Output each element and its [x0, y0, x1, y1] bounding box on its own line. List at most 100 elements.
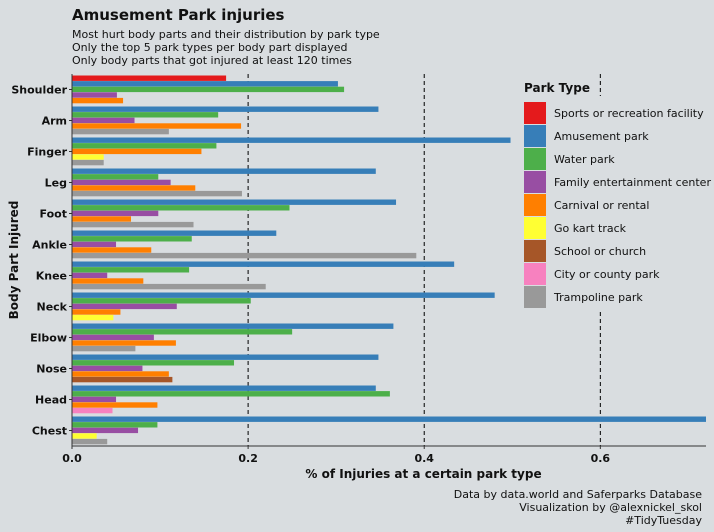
caption-line-1: Data by data.world and Saferparks Databa…: [453, 488, 702, 501]
bar-leg-water-park: [72, 174, 159, 180]
bar-neck-family-entertainment-center: [72, 303, 177, 310]
y-tick-label-neck: Neck: [36, 301, 67, 314]
bar-foot-carnival-or-rental: [72, 216, 131, 222]
bar-neck-carnival-or-rental: [72, 309, 121, 315]
legend-label-trampoline-park: Trampoline park: [553, 291, 643, 304]
bar-leg-trampoline-park: [72, 190, 242, 197]
bar-elbow-amusement-park: [72, 323, 394, 329]
legend-swatch-water-park: [524, 148, 546, 170]
bar-elbow-carnival-or-rental: [72, 340, 176, 346]
legend-label-amusement-park: Amusement park: [554, 130, 649, 143]
legend-swatch-sports-or-recreation-facility: [524, 102, 546, 124]
bar-nose-carnival-or-rental: [72, 371, 169, 377]
bar-knee-family-entertainment-center: [72, 272, 108, 279]
bar-nose-water-park: [72, 360, 235, 366]
bar-finger-carnival-or-rental: [72, 148, 202, 155]
x-axis-title: % of Injuries at a certain park type: [305, 467, 541, 481]
chart-subtitle-line-2: Only the top 5 park types per body part …: [72, 41, 348, 54]
bar-neck-amusement-park: [72, 292, 495, 298]
bar-knee-amusement-park: [72, 261, 455, 267]
y-tick-label-ankle: Ankle: [32, 239, 67, 252]
bar-elbow-trampoline-park: [72, 345, 136, 352]
bar-finger-trampoline-park: [72, 159, 104, 166]
chart-title: Amusement Park injuries: [72, 6, 285, 24]
bar-leg-amusement-park: [72, 168, 376, 174]
bar-neck-go-kart-track: [72, 314, 114, 321]
legend-background: [518, 96, 706, 310]
bar-finger-water-park: [72, 143, 217, 149]
bar-head-water-park: [72, 391, 390, 397]
y-tick-label-foot: Foot: [40, 208, 67, 221]
bar-chest-family-entertainment-center: [72, 427, 139, 434]
bar-nose-amusement-park: [72, 354, 379, 360]
chart-subtitle-line-3: Only body parts that got injured at leas…: [72, 54, 352, 67]
legend-swatch-school-or-church: [524, 240, 546, 262]
bar-head-family-entertainment-center: [72, 396, 117, 403]
bar-neck-water-park: [72, 298, 251, 304]
x-tick-label-0: 0.0: [62, 452, 82, 465]
bar-ankle-family-entertainment-center: [72, 241, 117, 248]
bar-nose-school-or-church: [72, 376, 173, 383]
y-tick-label-finger: Finger: [27, 146, 67, 159]
y-tick-label-nose: Nose: [36, 363, 67, 376]
bar-foot-water-park: [72, 205, 290, 211]
legend-swatch-carnival-or-rental: [524, 194, 546, 216]
bar-ankle-trampoline-park: [72, 252, 417, 259]
legend-title: Park Type: [524, 81, 590, 95]
caption-line-2: Visualization by @alexnickel_skol: [519, 501, 702, 514]
bar-knee-carnival-or-rental: [72, 278, 144, 284]
bar-head-carnival-or-rental: [72, 402, 158, 408]
bar-chest-water-park: [72, 422, 158, 428]
x-tick-label-1: 0.2: [238, 452, 258, 465]
bar-chest-go-kart-track: [72, 433, 97, 439]
bar-leg-carnival-or-rental: [72, 185, 196, 191]
y-tick-label-head: Head: [35, 394, 67, 407]
bar-arm-family-entertainment-center: [72, 117, 135, 124]
bar-head-amusement-park: [72, 385, 376, 391]
bar-leg-family-entertainment-center: [72, 179, 171, 186]
bar-foot-family-entertainment-center: [72, 210, 159, 217]
chart-subtitle-line-1: Most hurt body parts and their distribut…: [72, 28, 380, 41]
legend-swatch-family-entertainment-center: [524, 171, 546, 193]
legend-label-family-entertainment-center: Family entertainment center: [554, 176, 711, 189]
bar-arm-trampoline-park: [72, 128, 169, 135]
y-tick-label-elbow: Elbow: [30, 332, 67, 345]
bar-shoulder-amusement-park: [72, 81, 338, 87]
bar-knee-water-park: [72, 267, 190, 273]
legend-label-sports-or-recreation-facility: Sports or recreation facility: [554, 107, 704, 120]
y-tick-label-shoulder: Shoulder: [11, 84, 67, 97]
bar-finger-amusement-park: [72, 137, 511, 143]
bar-elbow-water-park: [72, 329, 293, 335]
bar-nose-family-entertainment-center: [72, 365, 143, 372]
bar-elbow-family-entertainment-center: [72, 334, 154, 341]
bar-knee-trampoline-park: [72, 283, 266, 290]
legend-label-water-park: Water park: [554, 153, 615, 166]
bar-shoulder-sports-or-recreation-facility: [72, 75, 227, 81]
bar-arm-water-park: [72, 112, 219, 118]
y-tick-label-leg: Leg: [45, 177, 67, 190]
bar-foot-amusement-park: [72, 199, 397, 205]
y-axis-title: Body Part Injured: [7, 201, 21, 320]
x-tick-label-3: 0.6: [591, 452, 611, 465]
bar-chest-trampoline-park: [72, 438, 108, 445]
legend-label-carnival-or-rental: Carnival or rental: [554, 199, 649, 212]
y-tick-label-knee: Knee: [36, 270, 67, 283]
y-tick-label-chest: Chest: [32, 425, 67, 438]
legend-swatch-amusement-park: [524, 125, 546, 147]
bar-ankle-carnival-or-rental: [72, 247, 152, 253]
bar-shoulder-family-entertainment-center: [72, 92, 117, 98]
bar-shoulder-water-park: [72, 86, 345, 93]
bar-ankle-water-park: [72, 236, 192, 242]
legend-label-go-kart-track: Go kart track: [554, 222, 627, 235]
bar-head-city-or-county-park: [72, 407, 113, 414]
legend-swatch-trampoline-park: [524, 286, 546, 308]
bar-arm-amusement-park: [72, 106, 379, 112]
y-tick-label-arm: Arm: [42, 115, 67, 128]
bar-shoulder-carnival-or-rental: [72, 97, 124, 104]
bar-arm-carnival-or-rental: [72, 123, 242, 129]
bar-chest-amusement-park: [72, 416, 706, 422]
legend-swatch-go-kart-track: [524, 217, 546, 239]
legend-label-city-or-county-park: City or county park: [554, 268, 660, 281]
